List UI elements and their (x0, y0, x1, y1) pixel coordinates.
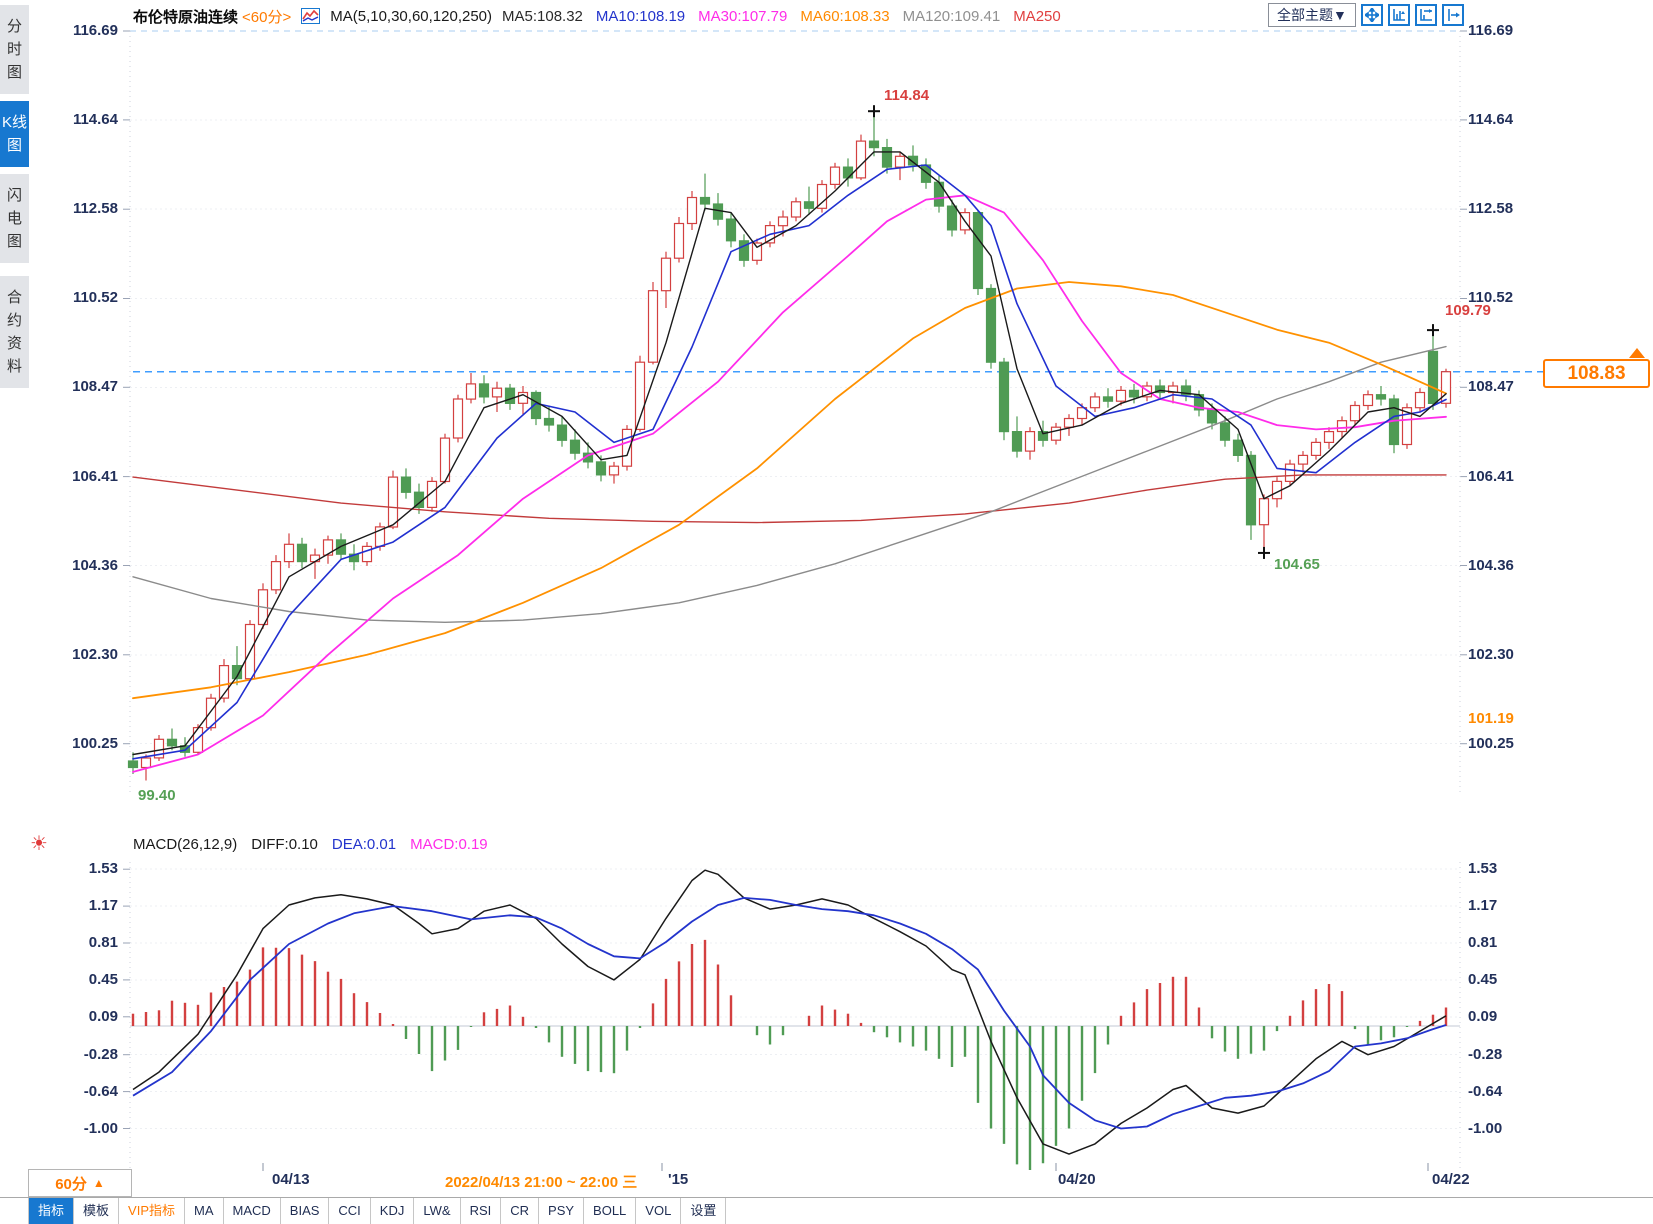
chart-type-sidebar: 分时图 K线图闪电图合约资料 (0, 5, 29, 388)
macd-axis-label: -0.28 (83, 1046, 118, 1063)
price-up-arrow-icon (1629, 348, 1645, 358)
crosshair-time-label: 2022/04/13 21:00 ~ 22:00 三 (445, 1174, 638, 1191)
indicator-sun-icon[interactable]: ☀ (30, 833, 48, 855)
date-axis-label: 04/20 (1058, 1171, 1096, 1188)
indicator-tab-KDJ[interactable]: KDJ (371, 1198, 415, 1224)
price-axis-label: 104.36 (1468, 557, 1514, 574)
indicator-tab-指标[interactable]: 指标 (29, 1198, 75, 1224)
macd-axis-label: 0.45 (88, 971, 118, 988)
indicator-tab-BIAS[interactable]: BIAS (281, 1198, 330, 1224)
ma-settings-label[interactable]: MA(5,10,30,60,120,250) (330, 7, 493, 25)
indicator-tab-CCI[interactable]: CCI (329, 1198, 371, 1224)
pan-right-icon[interactable] (1441, 4, 1464, 26)
price-axis-label: 110.52 (72, 289, 118, 306)
indicator-tab-MA[interactable]: MA (185, 1198, 224, 1224)
zoom-x-axis-icon[interactable] (1414, 4, 1437, 26)
indicator-tabbar: 指标 模板 VIP指标 MA MACD BIAS CCI KDJ LW& RSI CR PSY BOLL… (0, 1197, 1653, 1224)
price-axis-label: 104.36 (72, 557, 118, 574)
price-axis-label: 106.41 (72, 468, 118, 485)
chart-header: 布伦特原油连续 <60分> MA(5,10,30,60,120,250) MA5… (133, 5, 1061, 27)
period-tag: <60分> (242, 8, 292, 26)
ma-value-label: MA60:108.33 (800, 7, 890, 25)
sidebar-tab-3[interactable]: 合约资料 (0, 276, 29, 388)
macd-axis-label: 0.09 (88, 1008, 118, 1025)
indicator-tab-PSY[interactable]: PSY (539, 1198, 585, 1224)
macd-axis-label: 1.53 (1468, 860, 1498, 877)
fit-screen-icon[interactable] (1360, 4, 1383, 26)
price-annotation: 109.79 (1445, 302, 1491, 319)
ma-value-label: MA250 (1013, 7, 1061, 25)
macd-dea-value: DEA:0.01 (331, 836, 397, 853)
ma-value-label: MA10:108.19 (595, 7, 686, 25)
macd-diff-value: DIFF:0.10 (251, 836, 318, 853)
price-axis-label: 102.30 (72, 646, 118, 663)
indicator-tab-MACD[interactable]: MACD (224, 1198, 281, 1224)
ma-legend: MA5:108.32 MA10:108.19 MA30:107.79 MA60:108… (502, 8, 1061, 25)
macd-axis-label: -0.64 (83, 1083, 118, 1100)
macd-axis-label: -1.00 (1468, 1120, 1503, 1137)
price-axis-label: 114.64 (1468, 111, 1514, 128)
indicator-tab-RSI[interactable]: RSI (461, 1198, 502, 1224)
price-axis-label: 100.25 (1468, 735, 1514, 752)
macd-axis-label: 0.81 (88, 934, 118, 951)
indicator-tab-LW&[interactable]: LW& (414, 1198, 461, 1224)
indicator-tab-设置[interactable]: 设置 (681, 1198, 727, 1224)
tabbar-spacer (0, 1198, 29, 1224)
sidebar-tab-1[interactable]: K线图 (0, 101, 29, 167)
toolbar: 全部主题▼ (1268, 3, 1464, 27)
indicator-tab-模板[interactable]: 模板 (74, 1198, 120, 1224)
settlement-price-label: 101.19 (1468, 710, 1514, 727)
indicator-tab-VIP指标[interactable]: VIP指标 (119, 1198, 185, 1224)
price-axis-label: 116.69 (72, 22, 118, 39)
price-axis-label: 116.69 (1468, 22, 1514, 39)
macd-formula-label[interactable]: MACD(26,12,9) (133, 836, 238, 853)
price-annotation: 99.40 (138, 787, 176, 804)
candlestick-chart-icon[interactable] (301, 8, 321, 24)
zoom-y-axis-icon[interactable] (1387, 4, 1410, 26)
price-axis-label: 108.47 (72, 378, 118, 395)
macd-legend: MACD(26,12,9) DIFF:0.10 DEA:0.01 MACD:0.… (133, 836, 488, 853)
instrument-title: 布伦特原油连续 (133, 8, 239, 26)
macd-axis-label: -1.00 (83, 1120, 118, 1137)
price-axis-label: 110.52 (1468, 289, 1514, 306)
date-axis-label: 04/22 (1432, 1171, 1470, 1188)
price-annotation: 104.65 (1274, 556, 1320, 573)
ma-value-label: MA120:109.41 (902, 7, 1001, 25)
macd-axis-label: 1.17 (88, 897, 118, 914)
sidebar-tab-0[interactable]: 分时图 (0, 5, 29, 94)
date-axis-label: 04/13 (272, 1171, 310, 1188)
macd-axis-label: 0.81 (1468, 934, 1498, 951)
sidebar-tab-2[interactable]: 闪电图 (0, 174, 29, 263)
macd-macd-value: MACD:0.19 (410, 836, 488, 853)
date-axis-label: '15 (668, 1171, 689, 1188)
macd-axis-label: 0.45 (1468, 971, 1498, 988)
current-price-badge: 108.83 (1543, 359, 1650, 388)
theme-dropdown[interactable]: 全部主题▼ (1268, 3, 1356, 27)
period-arrow-icon: ▲ (92, 1176, 105, 1190)
indicator-tab-BOLL[interactable]: BOLL (584, 1198, 637, 1224)
price-annotation: 114.84 (884, 87, 930, 104)
indicator-tab-CR[interactable]: CR (501, 1198, 540, 1224)
macd-axis-label: -0.64 (1468, 1083, 1503, 1100)
macd-axis-label: 0.09 (1468, 1008, 1498, 1025)
macd-axis-label: 1.17 (1468, 897, 1498, 914)
price-axis-label: 106.41 (1468, 468, 1514, 485)
indicator-tab-VOL[interactable]: VOL (636, 1198, 682, 1224)
price-axis-label: 112.58 (1468, 200, 1514, 217)
price-axis-label: 112.58 (72, 200, 118, 217)
ma-value-label: MA5:108.32 (502, 7, 583, 25)
period-selector[interactable]: 60分 ▲ (28, 1169, 132, 1197)
macd-axis-label: -0.28 (1468, 1046, 1503, 1063)
price-axis-label: 108.47 (1468, 378, 1514, 395)
macd-axis-label: 1.53 (88, 860, 118, 877)
period-label: 60分 (55, 1175, 87, 1193)
price-axis-label: 102.30 (1468, 646, 1514, 663)
price-axis-label: 114.64 (72, 111, 118, 128)
price-axis-label: 100.25 (72, 735, 118, 752)
ma-value-label: MA30:107.79 (698, 7, 788, 25)
